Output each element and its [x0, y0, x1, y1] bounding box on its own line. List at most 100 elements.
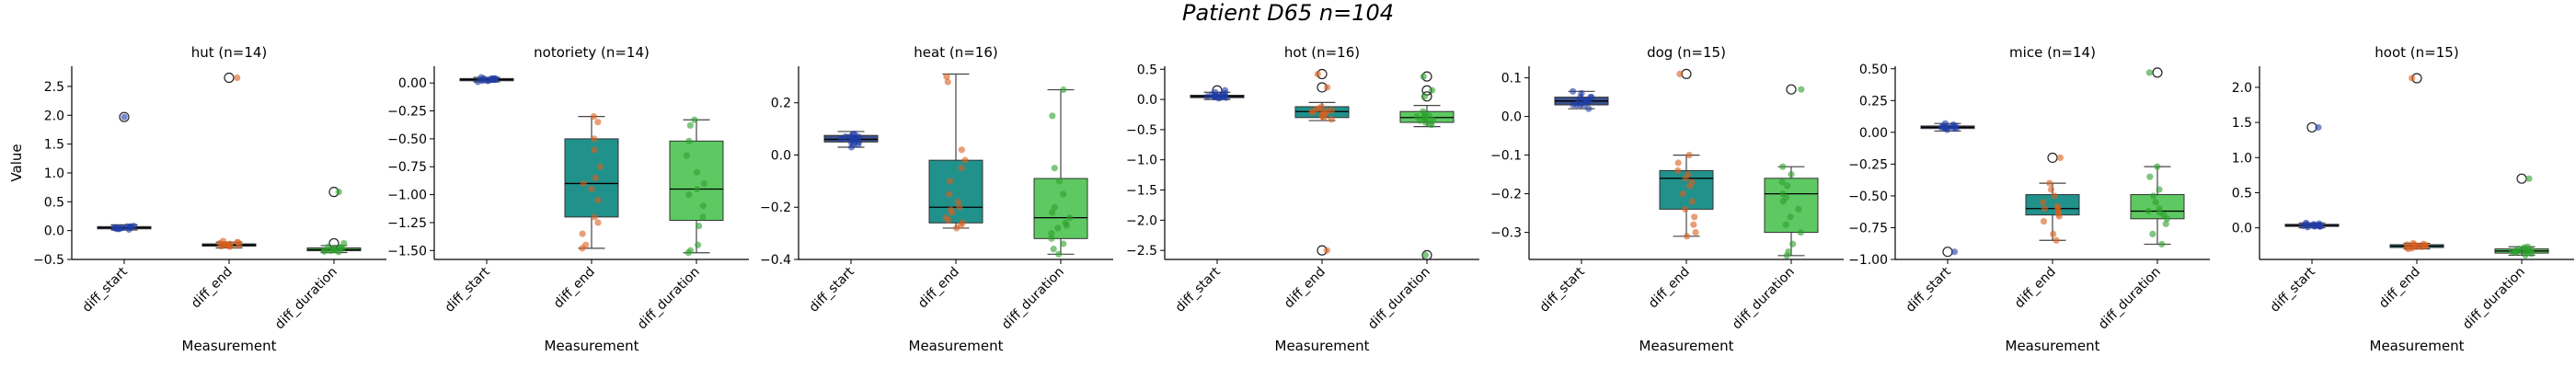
panel-6: hoot (n=15) 0.0 0.5 1.0 1.5 2.0 diff_start diff… — [2232, 44, 2574, 354]
data-point — [1050, 246, 1057, 253]
y-tick-label: 1.5 — [44, 138, 64, 153]
box-diff_end — [564, 116, 619, 249]
data-point — [847, 144, 856, 151]
y-tick-label: 1.5 — [2232, 116, 2252, 131]
data-point — [320, 247, 328, 255]
x-tick-label: diff_start — [443, 264, 494, 316]
data-point — [1570, 87, 1577, 95]
data-point — [1797, 229, 1804, 236]
box-diff_duration — [2130, 67, 2185, 246]
data-point — [116, 225, 123, 233]
data-point — [2524, 243, 2532, 250]
x-tick-label: diff_end — [189, 265, 236, 312]
x-axis-label: Measurement — [545, 338, 639, 354]
data-point — [1682, 175, 1689, 182]
data-point — [852, 135, 859, 144]
data-point — [1221, 86, 1229, 94]
data-point — [1049, 112, 1056, 120]
box-diff_end — [1294, 68, 1350, 256]
data-point — [1684, 233, 1691, 240]
data-point — [2303, 219, 2310, 226]
y-tick-label: 2.5 — [44, 80, 64, 95]
panel-title: hut (n=14) — [191, 44, 268, 61]
data-point — [946, 178, 954, 185]
data-point — [1314, 70, 1321, 78]
data-point — [594, 119, 602, 126]
data-point — [945, 216, 952, 224]
box-diff_start — [1920, 122, 1975, 258]
data-point — [2512, 247, 2519, 255]
data-point — [2156, 209, 2164, 216]
data-point — [580, 179, 587, 188]
data-point — [592, 174, 599, 181]
data-point — [2053, 236, 2060, 244]
y-tick-label: −0.25 — [1848, 157, 1888, 172]
data-point — [590, 113, 598, 121]
data-point — [1783, 252, 1790, 259]
data-point — [1789, 240, 1797, 247]
data-point — [2040, 217, 2048, 225]
y-tick-label: 0.50 — [1859, 63, 1888, 77]
data-point — [1308, 109, 1316, 116]
data-point — [683, 152, 691, 159]
data-point — [234, 74, 241, 82]
x-tick-label: diff_duration — [2096, 265, 2164, 333]
data-point — [1682, 205, 1689, 213]
data-point — [1048, 230, 1055, 237]
x-axis-label: Measurement — [1639, 338, 1734, 354]
data-point — [594, 219, 602, 226]
box-body — [669, 140, 724, 222]
panel-title: heat (n=16) — [914, 44, 997, 61]
box-diff_start — [2284, 121, 2340, 229]
data-point — [1688, 198, 1696, 205]
panel-title: hoot (n=15) — [2375, 44, 2458, 61]
data-point — [1784, 182, 1791, 190]
data-point — [944, 78, 951, 86]
outlier-marker — [2516, 173, 2527, 184]
data-point — [1323, 247, 1330, 254]
data-point — [1051, 203, 1059, 211]
x-tick-label: diff_end — [1282, 265, 1328, 312]
data-point — [121, 113, 128, 121]
data-point — [1425, 112, 1432, 120]
data-point — [948, 206, 955, 213]
data-point — [2041, 205, 2049, 213]
data-point — [594, 197, 602, 204]
x-axis-label: Measurement — [909, 338, 1004, 354]
data-point — [1420, 108, 1427, 115]
outlier-marker — [119, 111, 130, 122]
data-point — [1060, 86, 1067, 94]
data-point — [684, 249, 692, 257]
box-diff_duration — [2494, 173, 2549, 257]
x-tick-label: diff_duration — [272, 265, 340, 333]
y-tick-label: −0.50 — [387, 132, 427, 147]
data-point — [1313, 105, 1321, 113]
y-tick-label: −1.0 — [1126, 154, 1157, 168]
data-point — [235, 239, 242, 247]
data-point — [110, 224, 118, 232]
data-point — [699, 202, 707, 210]
y-axis-label: Value — [8, 144, 25, 181]
x-tick-label: diff_end — [2012, 265, 2059, 312]
y-tick-label: −0.3 — [1490, 226, 1522, 241]
data-point — [591, 213, 598, 221]
x-axis-label: Measurement — [182, 338, 277, 354]
data-point — [849, 131, 857, 138]
box-body — [1764, 178, 1819, 234]
y-tick-label: −0.5 — [1126, 123, 1157, 138]
x-axis-label: Measurement — [2370, 338, 2465, 354]
y-tick-label: −2.0 — [1126, 213, 1157, 228]
data-point — [2527, 250, 2536, 258]
x-tick-label: diff_start — [807, 264, 858, 316]
data-point — [2145, 207, 2152, 215]
data-point — [220, 241, 227, 248]
box-diff_end — [928, 73, 983, 229]
data-point — [1060, 240, 1067, 247]
x-tick-label: diff_duration — [635, 265, 703, 333]
data-point — [2405, 245, 2412, 253]
data-point — [686, 121, 694, 129]
x-tick-label: diff_duration — [1365, 265, 1433, 333]
data-point — [1421, 251, 1430, 259]
data-point — [1788, 171, 1795, 178]
box-diff_start — [97, 111, 152, 231]
